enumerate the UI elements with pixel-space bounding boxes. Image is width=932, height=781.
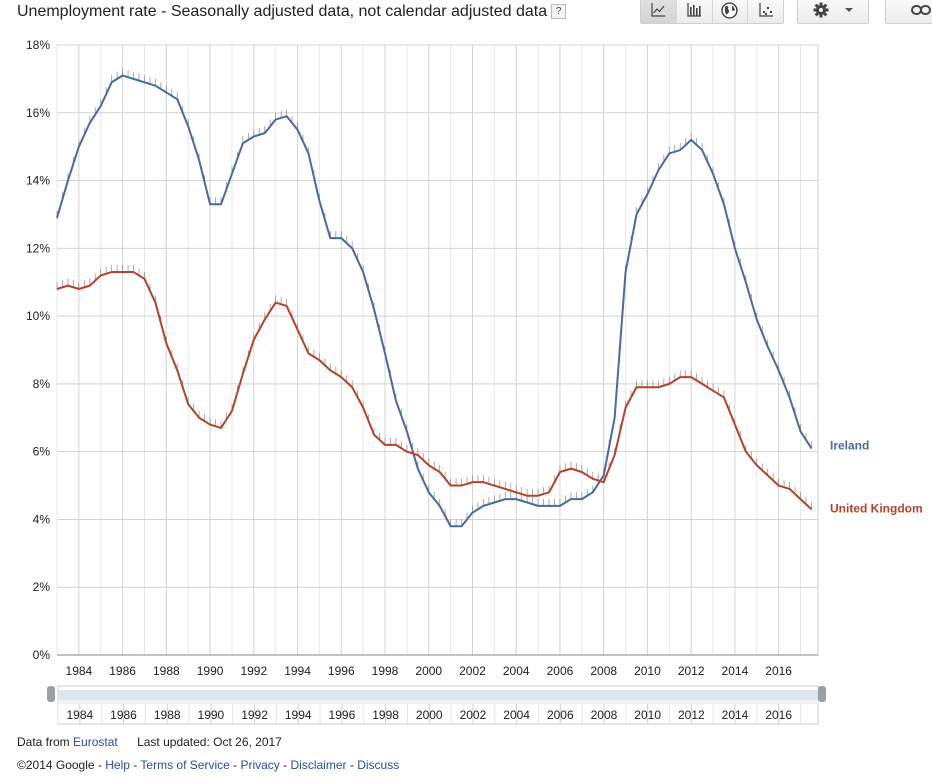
navigator-tick-label: 1998 xyxy=(372,708,399,722)
chart-title-text: Unemployment rate - Seasonally adjusted … xyxy=(17,3,548,20)
settings-menu xyxy=(797,0,869,24)
link-menu xyxy=(885,0,932,24)
eurostat-link[interactable]: Eurostat xyxy=(73,735,118,749)
y-tick-label: 12% xyxy=(26,241,50,255)
navigator-tick-label: 2014 xyxy=(722,708,749,722)
plot-area xyxy=(56,44,819,656)
footer-links: ©2014 Google - Help - Terms of Service -… xyxy=(17,758,399,772)
separator: - xyxy=(349,758,354,772)
link-icon xyxy=(911,5,931,15)
last-updated: Last updated: Oct 26, 2017 xyxy=(137,735,282,749)
separator: - xyxy=(97,758,102,772)
x-tick-label: 1998 xyxy=(372,664,399,678)
x-tick-label: 1992 xyxy=(240,664,267,678)
separator: - xyxy=(133,758,138,772)
line-chart-icon xyxy=(651,3,666,17)
copyright: ©2014 Google xyxy=(17,758,95,772)
help-icon[interactable]: ? xyxy=(551,4,567,19)
discuss-link[interactable]: Discuss xyxy=(357,758,400,772)
x-tick-label: 1986 xyxy=(109,664,136,678)
navigator-tick-label: 1984 xyxy=(66,708,93,722)
navigator-tick-label: 1992 xyxy=(241,708,268,722)
series-label: United Kingdom xyxy=(830,501,923,515)
navigator-tick-label: 1994 xyxy=(285,708,312,722)
navigator-tick-label: 2008 xyxy=(591,708,618,722)
bar-chart-button[interactable] xyxy=(677,0,713,23)
navigator-tick-label: 2002 xyxy=(460,708,487,722)
chart-title: Unemployment rate - Seasonally adjusted … xyxy=(17,3,567,21)
navigator-tick-label: 2010 xyxy=(634,708,661,722)
disclaimer-link[interactable]: Disclaimer xyxy=(290,758,347,772)
x-tick-label: 1984 xyxy=(66,664,93,678)
privacy-link[interactable]: Privacy xyxy=(240,758,280,772)
navigator-tick-label: 1986 xyxy=(110,708,137,722)
data-from-label: Data from xyxy=(17,735,70,749)
x-axis: 1984 1986 1988 1990 1992 1994 1996 1998 2000 2002… xyxy=(57,654,818,678)
series-line[interactable] xyxy=(56,74,813,528)
line-chart-button[interactable] xyxy=(641,0,677,23)
globe-icon xyxy=(721,1,739,19)
navigator-tick-label: 2012 xyxy=(678,708,705,722)
navigator-tick-label: 2000 xyxy=(416,708,443,722)
x-tick-label: 2016 xyxy=(765,664,792,678)
view-toolbar xyxy=(640,0,784,24)
navigator-tick-label: 2016 xyxy=(765,708,792,722)
navigator-tick-label: 1988 xyxy=(154,708,181,722)
scatter-button[interactable] xyxy=(748,0,783,23)
y-tick-label: 8% xyxy=(33,377,51,391)
x-tick-label: 2014 xyxy=(722,664,749,678)
y-tick-label: 14% xyxy=(26,174,50,188)
map-button[interactable] xyxy=(713,0,749,23)
x-tick-label: 1994 xyxy=(284,664,311,678)
series-united-kingdom xyxy=(56,265,813,511)
series-ireland xyxy=(56,68,813,528)
bar-chart-icon xyxy=(687,3,702,17)
x-tick-label: 2012 xyxy=(678,664,705,678)
separator: - xyxy=(283,758,288,772)
link-button[interactable] xyxy=(886,0,932,23)
x-tick-label: 2002 xyxy=(459,664,486,678)
line-chart: 0%2%4%6%8%10%12%14%16%18% 1984 1986 1988 19… xyxy=(26,38,923,678)
navigator-tick-label: 1996 xyxy=(329,708,356,722)
gear-icon xyxy=(813,2,829,18)
y-tick-label: 2% xyxy=(33,580,51,594)
navigator-range-bar[interactable] xyxy=(58,690,818,700)
navigator-tick-label: 1990 xyxy=(198,708,225,722)
series-layer xyxy=(56,68,813,528)
terms-link[interactable]: Terms of Service xyxy=(140,758,230,772)
navigator-tick-label: 2004 xyxy=(503,708,530,722)
x-tick-label: 1996 xyxy=(328,664,355,678)
help-link[interactable]: Help xyxy=(105,758,130,772)
caret-down-icon xyxy=(845,8,853,12)
grid xyxy=(56,44,819,656)
y-tick-label: 6% xyxy=(33,445,51,459)
x-tick-label: 2000 xyxy=(415,664,442,678)
x-tick-label: 1990 xyxy=(197,664,224,678)
x-tick-label: 2006 xyxy=(547,664,574,678)
y-tick-label: 4% xyxy=(33,512,51,526)
y-tick-label: 10% xyxy=(26,309,50,323)
series-line[interactable] xyxy=(56,271,813,511)
x-tick-label: 1988 xyxy=(153,664,180,678)
y-tick-label: 16% xyxy=(26,106,50,120)
series-label: Ireland xyxy=(830,438,869,452)
navigator-shadow xyxy=(58,700,818,704)
y-axis: 0% 2% 4% 6% 8% 10% 12% 14% 16% 18% xyxy=(26,38,50,662)
legend: Ireland United Kingdom xyxy=(830,438,923,515)
y-tick-label: 18% xyxy=(26,38,50,52)
scatter-icon xyxy=(759,3,773,17)
separator: - xyxy=(233,758,238,772)
x-tick-label: 2008 xyxy=(590,664,617,678)
navigator-axis: 1984 1986 1988 1990 1992 1994 1996 1998 2000 2002… xyxy=(57,704,802,724)
data-source-line: Data from Eurostat Last updated: Oct 26,… xyxy=(17,735,282,749)
settings-button[interactable] xyxy=(798,0,868,23)
x-tick-label: 2004 xyxy=(503,664,530,678)
y-tick-label: 0% xyxy=(33,648,51,662)
x-tick-label: 2010 xyxy=(634,664,661,678)
navigator-tick-label: 2006 xyxy=(547,708,574,722)
navigator-frame xyxy=(57,685,819,725)
